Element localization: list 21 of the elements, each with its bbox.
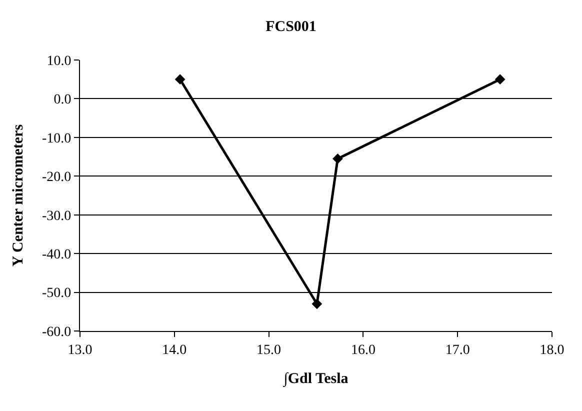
y-tick-label: -60.0 xyxy=(42,324,72,340)
y-tick-label: -30.0 xyxy=(42,208,72,224)
point xyxy=(174,74,186,85)
x-tick-label: 17.0 xyxy=(445,342,470,358)
x-tick-label: 13.0 xyxy=(68,342,92,358)
x-tick-label: 14.0 xyxy=(162,342,187,358)
y-tick-label: -20.0 xyxy=(42,170,72,186)
point xyxy=(332,154,343,164)
y-tick-label: -10.0 xyxy=(42,131,72,146)
y-tick-label: -50.0 xyxy=(42,286,72,302)
y-tick-label: 0.0 xyxy=(54,92,72,108)
x-axis-title: ∫Gdl Tesla xyxy=(282,370,349,388)
x-tick-label: 15.0 xyxy=(256,342,282,358)
point xyxy=(494,74,506,85)
y-axis-title: Y Center micrometers xyxy=(10,124,26,267)
x-tick-label: 16.0 xyxy=(350,342,376,358)
y-tick-label: 10.0 xyxy=(46,54,72,69)
chart-title: FCS001 xyxy=(266,19,316,36)
x-tick-label: 18.0 xyxy=(540,342,564,358)
point xyxy=(312,298,322,310)
y-tick-label: -40.0 xyxy=(42,247,72,262)
